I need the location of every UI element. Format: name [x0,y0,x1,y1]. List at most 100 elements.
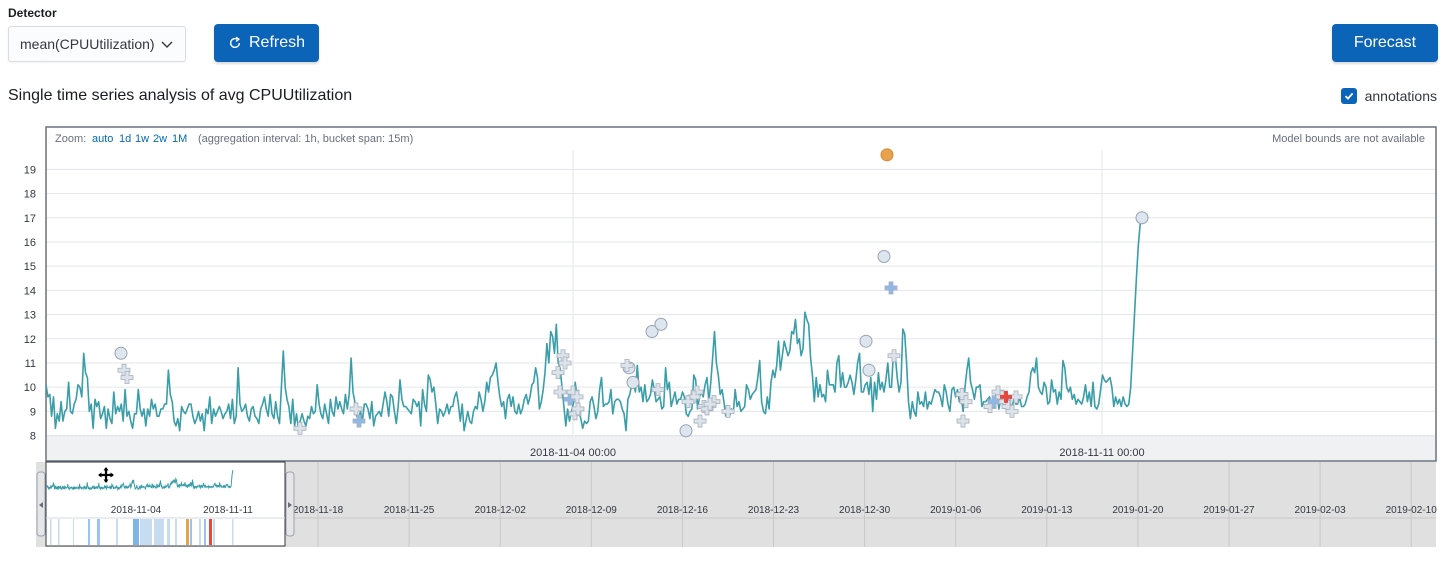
anomaly-cross [703,397,717,411]
brush-window[interactable] [45,461,286,547]
anomaly-circle [645,325,659,339]
anomaly-cross [983,400,997,413]
context-tick-label: 2019-02-10 [1386,505,1438,516]
detector-select-value: mean(CPUUtilization) [20,36,155,52]
anomaly-cross [681,395,695,409]
swimlane-stripe [204,519,206,545]
anomaly-cross [693,414,707,428]
swimlane-stripe [133,519,139,545]
anomaly-cross [571,402,585,416]
context-chart-bg [36,462,1436,547]
page-title: Single time series analysis of avg CPUUt… [8,87,353,104]
brush-handle-left-arrow [39,502,43,508]
swimlane-stripe [190,519,192,545]
anomaly-cross [563,392,577,406]
anomaly-cross [570,390,584,404]
anomaly-circle [859,334,873,348]
anomaly-circle [862,363,876,377]
context-tick-label: 2018-12-23 [748,505,800,516]
context-tick-label: 2018-11-25 [384,505,435,516]
y-tick-label: 19 [24,164,36,176]
anomaly-cross [293,421,307,435]
zoom-option-2w[interactable]: 2w [153,133,167,145]
anomaly-cross [556,349,570,363]
brush-label-1: 2018-11-04 [111,505,162,516]
anomaly-max-point [880,148,894,162]
y-tick-label: 16 [24,237,36,249]
swimlane-stripe [140,519,152,545]
annotations-checkbox[interactable] [1340,88,1357,104]
swimlane-stripe [213,519,215,545]
context-tick-label: 2018-12-09 [566,505,618,516]
swimlane-stripe [232,519,234,545]
detector-select[interactable]: mean(CPUUtilization) [8,26,186,62]
anomaly-cross [956,414,970,428]
forecast-label: Forecast [1353,34,1417,51]
zoom-option-auto[interactable]: auto [92,133,113,145]
anomaly-cross [887,349,901,363]
anomaly-cross [987,395,1001,409]
brush-handle-right-arrow [288,502,292,508]
context-tick-label: 2018-12-30 [839,505,891,516]
refresh-icon [229,36,241,49]
brush-label-2: 2018-11-11 [203,505,253,516]
swimlane-stripe [175,519,177,545]
y-tick-label: 10 [24,382,36,394]
focus-chart-frame [45,126,1437,462]
zoom-option-1m[interactable]: 1M [172,133,187,145]
y-tick-label: 13 [24,310,36,322]
anomaly-cross [995,390,1009,404]
swimlane-stripe [50,519,52,545]
anomaly-cross [117,363,131,377]
context-tick-label: 2018-12-02 [475,505,527,516]
context-tick-label: 2019-02-03 [1295,505,1347,516]
annotations-toggle[interactable]: annotations [1340,88,1437,104]
brush-handle-left[interactable] [36,471,46,537]
refresh-button[interactable]: Refresh [214,24,319,62]
swimlane-stripe [167,519,170,545]
zoom-option-1w[interactable]: 1w [135,133,149,145]
forecast-button[interactable]: Forecast [1332,24,1438,62]
context-tick-label: 2019-01-27 [1203,505,1255,516]
anomaly-cross [551,366,565,380]
y-tick-label: 17 [24,213,36,225]
anomaly-cross [566,385,580,399]
anomaly-cross [998,395,1012,409]
swimlane-stripe [154,519,164,545]
anomaly-cross [651,383,665,396]
refresh-label: Refresh [248,34,306,51]
context-tick-label: 2019-01-20 [1112,505,1164,516]
y-tick-label: 11 [25,358,36,370]
anomaly-cross [959,395,973,409]
anomaly-cross [687,390,701,404]
model-bounds-note: Model bounds are not available [1272,133,1425,145]
anomaly-circle [877,249,891,263]
anomaly-cross [721,404,735,418]
detector-label: Detector [8,6,57,20]
anomaly-cross [955,388,969,401]
anomaly-cross [700,402,714,416]
context-tick-label: 2019-01-06 [930,505,982,516]
swimlane-stripe [199,519,201,545]
anomaly-cross [1001,400,1015,413]
context-tick-label: 2018-12-16 [657,505,709,516]
context-tick-label: 2018-11-18 [293,505,344,516]
zoom-option-1d[interactable]: 1d [119,133,131,145]
x-tick-label-2: 2018-11-11 00:00 [1059,447,1144,459]
zoom-prefix: Zoom: [55,133,86,145]
anomaly-circle [654,317,668,331]
swimlane-stripe [209,519,212,545]
y-tick-label: 8 [30,431,36,443]
anomaly-circle [626,375,640,389]
annotations-label: annotations [1364,88,1437,104]
anomaly-cross [553,385,567,399]
y-tick-label: 14 [24,285,36,297]
context-tick-label: 2019-01-13 [1021,505,1073,516]
aggregation-info: (aggregation interval: 1h, bucket span: … [198,133,413,145]
y-tick-label: 9 [30,406,36,418]
move-cursor-icon [98,467,114,483]
anomaly-cross [707,395,721,409]
chevron-down-icon [161,41,173,48]
swimlane-stripe [116,519,118,545]
brush-handle-right[interactable] [285,471,295,537]
